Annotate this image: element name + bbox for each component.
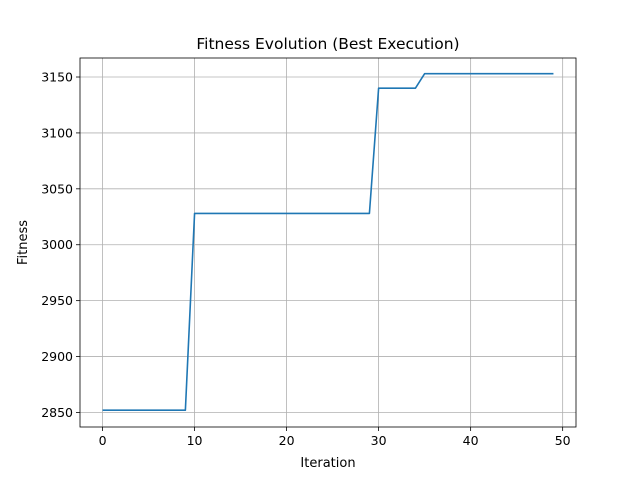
- x-tick-label: 30: [371, 433, 387, 448]
- x-tick-label: 0: [99, 433, 107, 448]
- x-axis-label: Iteration: [300, 456, 355, 471]
- y-tick-label: 3100: [41, 125, 73, 140]
- series-layer: [102, 72, 554, 412]
- y-axis: 2850 2900 2950 3000 3050 3100 3150: [41, 70, 80, 420]
- x-tick-label: 20: [279, 433, 295, 448]
- plot-frame: [79, 57, 577, 428]
- y-tick-label: 3150: [41, 70, 73, 85]
- x-tick-label: 10: [187, 433, 203, 448]
- x-axis: 0 10 20 30 40 50: [99, 427, 571, 448]
- y-tick-label: 2900: [41, 349, 73, 364]
- x-tick-label: 40: [463, 433, 479, 448]
- y-tick-label: 3050: [41, 181, 73, 196]
- y-tick-label: 2850: [41, 405, 73, 420]
- chart-title: Fitness Evolution (Best Execution): [196, 35, 459, 53]
- x-tick-label: 50: [555, 433, 571, 448]
- y-tick-label: 3000: [41, 237, 73, 252]
- fitness-series-line: [102, 72, 554, 412]
- y-axis-label: Fitness: [16, 220, 31, 265]
- y-tick-label: 2950: [41, 293, 73, 308]
- grid: [80, 58, 576, 427]
